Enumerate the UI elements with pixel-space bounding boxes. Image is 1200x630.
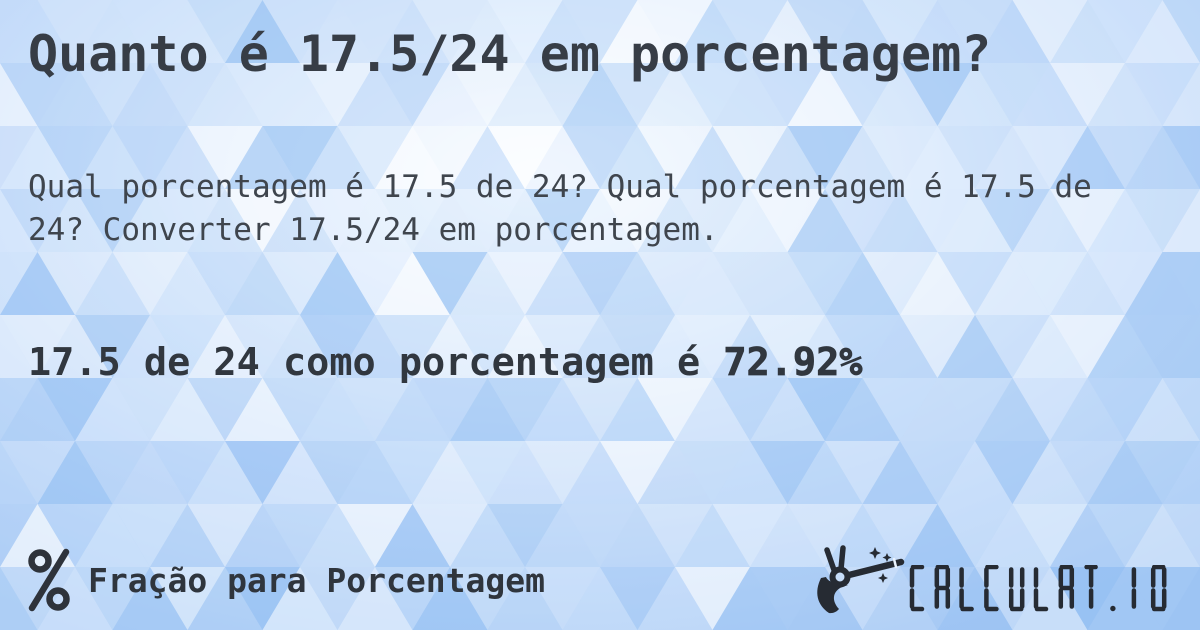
description-text: Qual porcentagem é 17.5 de 24? Qual porc… [28,169,1092,248]
magic-wand-hand-icon [817,545,905,614]
answer-text: 17.5 de 24 como porcentagem é 72.92% [28,338,1178,388]
answer-value: 72.92% [723,340,863,386]
answer-prefix: 17.5 de 24 como porcentagem é [28,340,724,385]
percent-icon [28,548,70,612]
footer: Fração para Porcentagem [28,544,1175,616]
page-title: Quanto é 17.5/24 em porcentagem? [28,25,992,83]
category-label: Fração para Porcentagem [88,560,545,600]
brand-wordmark [909,565,1167,612]
brand-logo [805,545,1175,615]
category: Fração para Porcentagem [28,548,545,612]
